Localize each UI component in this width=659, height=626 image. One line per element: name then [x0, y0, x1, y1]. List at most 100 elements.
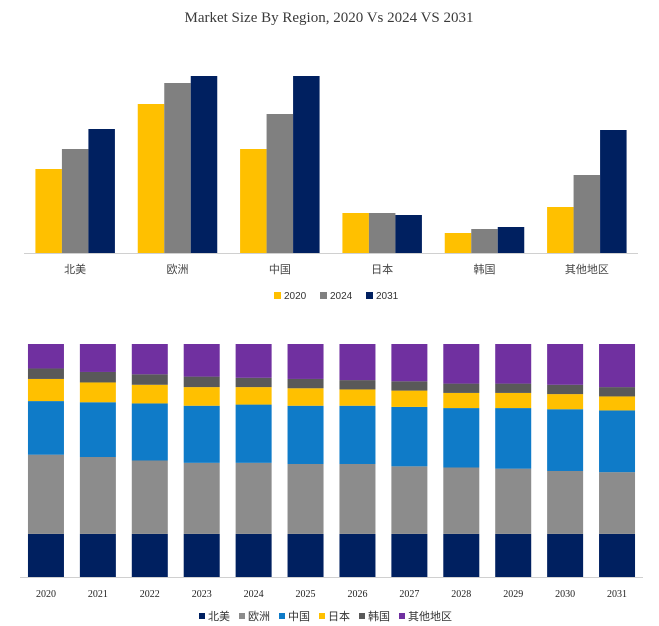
stack-2024-中国 — [235, 404, 272, 463]
stack-2022-其他地区 — [131, 344, 168, 375]
stack-2027-欧洲 — [391, 466, 428, 534]
stack-2024-韩国 — [235, 377, 272, 388]
bar-韩国-2024 — [471, 229, 498, 253]
stack-2030-北美 — [547, 533, 584, 577]
stack-2031-北美 — [599, 533, 636, 577]
grouped-bar-chart: 北美 欧洲 中国 日本 韩国 其他地区 — [24, 76, 638, 276]
stack-2029-其他地区 — [495, 344, 532, 384]
legend-label: 日本 — [328, 609, 350, 623]
stack-2029-韩国 — [495, 383, 532, 393]
x-tick-label: 北美 — [64, 263, 86, 276]
stack-2028-欧洲 — [443, 467, 480, 534]
stack-2023-韩国 — [183, 376, 220, 388]
x-tick-label: 2030 — [555, 589, 575, 600]
bar-北美-2020 — [35, 169, 62, 253]
legend-swatch-韩国 — [359, 613, 365, 619]
legend-label: 中国 — [288, 610, 310, 623]
stack-2026-韩国 — [339, 380, 376, 390]
stack-2023-日本 — [183, 387, 220, 406]
bar-韩国-2020 — [444, 233, 472, 253]
stack-2021-韩国 — [79, 371, 116, 383]
legend-label: 2020 — [284, 291, 307, 302]
x-tick-label: 2023 — [192, 589, 212, 600]
stack-2023-欧洲 — [183, 462, 220, 534]
stack-2028-其他地区 — [443, 344, 480, 384]
stack-2027-韩国 — [391, 381, 428, 391]
stack-2027-其他地区 — [391, 344, 428, 382]
stack-2021-其他地区 — [79, 344, 116, 372]
bar-中国-2031 — [293, 76, 320, 253]
stack-2025-中国 — [287, 405, 324, 464]
legend-swatch-日本 — [319, 613, 325, 619]
stack-2024-其他地区 — [235, 344, 272, 378]
x-tick-label: 2022 — [140, 589, 160, 600]
stack-2031-韩国 — [599, 387, 636, 397]
bar-欧洲-2031 — [190, 76, 218, 253]
legend-label: 欧洲 — [248, 610, 270, 623]
stack-2026-中国 — [339, 405, 376, 464]
stack-2024-北美 — [235, 533, 272, 577]
stacked-bar-chart: 2020 2021 2022 2023 2024 2025 2026 2027 2028 2029… — [20, 344, 643, 600]
legend-swatch-中国 — [279, 613, 285, 619]
bar-日本-2024 — [368, 213, 396, 253]
grouped-bar-legend: 2020 2024 2031 — [274, 291, 399, 302]
stack-2028-日本 — [443, 392, 480, 409]
stack-2030-欧洲 — [547, 470, 584, 534]
stack-2030-韩国 — [547, 384, 584, 395]
bar-韩国-2031 — [497, 227, 525, 253]
legend-swatch-2020 — [274, 292, 281, 299]
x-tick-label: 2027 — [399, 589, 419, 600]
legend-swatch-欧洲 — [239, 613, 245, 619]
legend-swatch-2024 — [320, 292, 327, 299]
stack-2026-欧洲 — [339, 463, 376, 534]
x-tick-label: 2025 — [296, 589, 316, 600]
chart-title: Market Size By Region, 2020 Vs 2024 VS 2… — [184, 10, 473, 26]
stack-2027-日本 — [391, 390, 428, 407]
stack-2023-北美 — [183, 533, 220, 577]
stack-2029-欧洲 — [495, 468, 532, 534]
stack-2020-韩国 — [27, 368, 64, 379]
bar-日本-2031 — [395, 215, 422, 253]
stack-2023-其他地区 — [183, 344, 220, 377]
stack-2022-日本 — [131, 384, 168, 404]
stack-2028-韩国 — [443, 383, 480, 393]
stack-2031-其他地区 — [599, 344, 636, 388]
x-tick-label: 日本 — [371, 262, 393, 276]
x-tick-label: 欧洲 — [167, 263, 189, 276]
stack-2024-欧洲 — [235, 462, 272, 534]
stack-2027-中国 — [391, 406, 428, 467]
x-tick-label: 2026 — [347, 589, 367, 600]
stack-2025-欧洲 — [287, 463, 324, 534]
x-tick-label: 2031 — [607, 589, 627, 600]
bar-北美-2024 — [61, 149, 89, 253]
stack-2031-欧洲 — [599, 472, 636, 534]
legend-swatch-2031 — [366, 292, 373, 299]
stack-2026-日本 — [339, 389, 376, 406]
legend-label: 北美 — [208, 610, 230, 623]
legend-label: 2024 — [330, 291, 353, 302]
stack-2022-欧洲 — [131, 460, 168, 534]
stack-2031-中国 — [599, 410, 636, 473]
bar-日本-2020 — [342, 213, 369, 253]
x-tick-label: 2029 — [503, 589, 523, 600]
stack-2025-北美 — [287, 533, 324, 577]
legend-label: 2031 — [376, 291, 399, 302]
bar-其他地区-2031 — [600, 130, 627, 253]
stack-2021-中国 — [79, 402, 116, 458]
stack-2027-北美 — [391, 533, 428, 577]
stack-2028-中国 — [443, 408, 480, 468]
legend-label: 韩国 — [368, 609, 390, 623]
bar-欧洲-2024 — [164, 83, 191, 253]
stack-2030-其他地区 — [547, 344, 584, 385]
stack-2029-中国 — [495, 408, 532, 469]
x-tick-label: 2024 — [244, 589, 264, 600]
stack-2025-日本 — [287, 388, 324, 406]
stack-2030-中国 — [547, 409, 584, 471]
stack-2025-韩国 — [287, 378, 324, 389]
stack-2022-韩国 — [131, 374, 168, 385]
legend-swatch-其他地区 — [399, 613, 405, 619]
stack-2024-日本 — [235, 387, 272, 405]
stack-2031-日本 — [599, 396, 636, 411]
x-tick-label: 2028 — [451, 589, 471, 600]
